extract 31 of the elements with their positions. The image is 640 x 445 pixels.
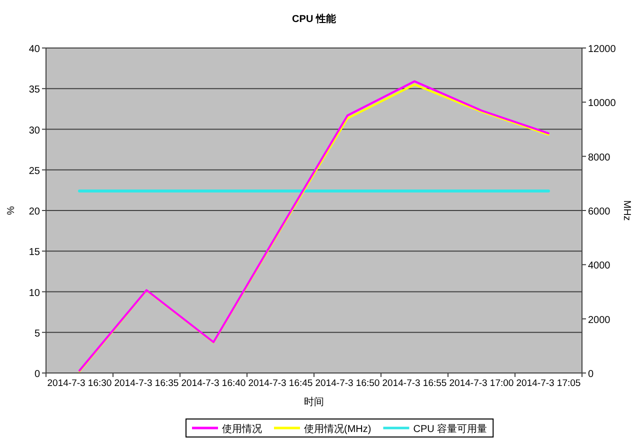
y2-axis-title: MHz [621,200,632,221]
x-tick-label: 2014-7-3 16:45 [248,378,313,389]
y2-tick-label: 6000 [588,206,611,218]
legend-label: CPU 容量可用量 [413,423,488,435]
y2-tick-label: 8000 [588,152,611,164]
y2-tick-label: 0 [588,369,594,380]
y-tick-label: 30 [28,125,40,136]
chart-title: CPU 性能 [292,13,337,25]
x-tick-label: 2014-7-3 17:05 [516,378,581,389]
y2-tick-label: 10000 [588,98,616,110]
x-tick-label: 2014-7-3 17:00 [449,378,514,389]
x-tick-label: 2014-7-3 16:40 [181,378,246,389]
x-tick-label: 2014-7-3 16:35 [114,378,179,389]
x-tick-label: 2014-7-3 16:50 [315,378,380,389]
x-tick-label: 2014-7-3 16:55 [382,378,447,389]
x-tick-label: 2014-7-3 16:30 [47,378,112,389]
y2-tick-label: 12000 [588,44,616,55]
x-axis-title: 时间 [304,396,324,408]
y-tick-label: 10 [28,288,40,299]
y-tick-label: 0 [34,369,40,380]
y-tick-label: 25 [28,166,40,177]
legend-label: 使用情况(MHz) [304,423,372,435]
y-tick-label: 40 [28,44,40,55]
y-tick-label: 35 [28,84,40,96]
y2-tick-label: 4000 [588,260,611,272]
legend-label: 使用情况 [222,423,262,435]
y-axis-title: % [6,206,17,215]
y-tick-label: 20 [28,206,40,218]
y-tick-label: 15 [28,247,40,258]
y2-tick-label: 2000 [588,314,611,326]
y-tick-label: 5 [34,328,40,340]
